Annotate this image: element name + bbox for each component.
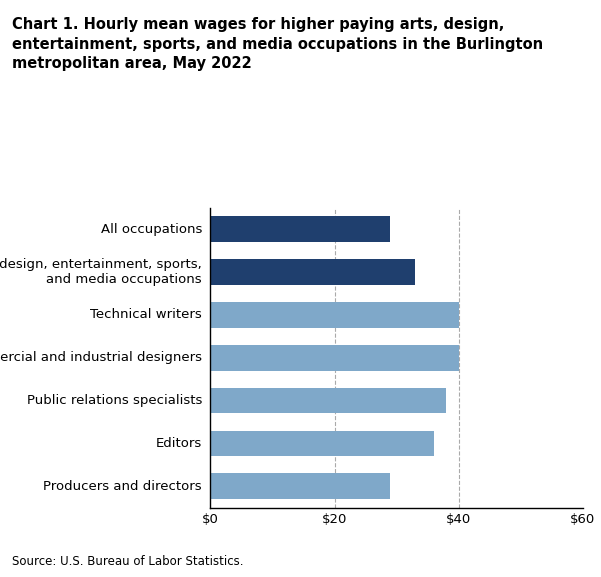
Bar [210,216,391,242]
Bar [210,302,459,328]
Text: Source: U.S. Bureau of Labor Statistics.: Source: U.S. Bureau of Labor Statistics. [12,555,243,568]
Bar [210,388,447,414]
Bar [210,345,459,370]
Bar [210,430,434,456]
Bar [210,259,415,285]
Text: Chart 1. Hourly mean wages for higher paying arts, design,
entertainment, sports: Chart 1. Hourly mean wages for higher pa… [12,17,543,71]
Bar [210,474,391,499]
